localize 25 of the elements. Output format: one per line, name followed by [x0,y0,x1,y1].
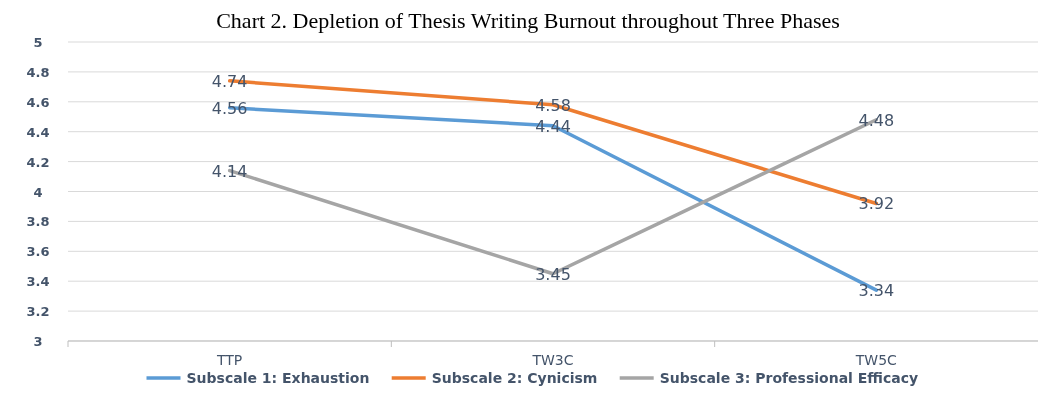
y-tick-label: 5 [33,35,43,50]
y-tick-label: 4.2 [26,154,50,170]
y-tick-label: 3.8 [26,214,50,230]
data-label: 3.34 [858,281,895,301]
y-tick-label: 4.8 [26,64,50,80]
data-label: 4.14 [211,161,248,181]
y-tick-label: 3.6 [26,244,50,260]
data-label: 3.45 [535,264,571,284]
y-tick-label: 3.2 [26,304,50,320]
y-tick-label: 3.4 [26,274,50,290]
chart-title: Chart 2. Depletion of Thesis Writing Burnout throughout Three Phases [216,8,840,33]
y-tick-label: 3 [33,334,43,349]
x-tick-label: TTP [216,352,243,368]
y-tick-label: 4 [33,184,43,200]
data-label: 4.56 [211,98,248,118]
y-tick-label: 4.4 [26,124,50,140]
y-tick-label: 4.6 [26,94,50,110]
legend-label: Subscale 2: Cynicism [431,370,598,386]
data-label: 4.74 [211,71,248,91]
x-tick-label: TW3C [531,352,574,368]
data-label: 3.92 [858,194,895,214]
legend-label: Subscale 3: Professional Efficacy [659,370,919,386]
data-label: 4.48 [858,110,895,130]
legend-label: Subscale 1: Exhaustion [186,370,370,386]
x-tick-label: TW5C [854,352,898,368]
